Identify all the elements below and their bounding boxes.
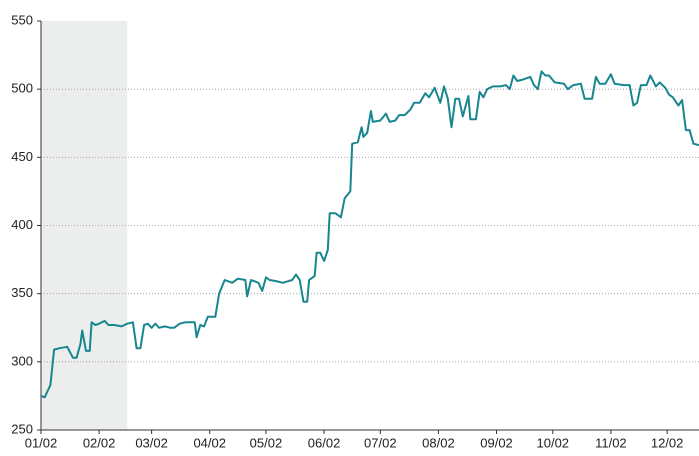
x-tick-label: 10/02: [537, 435, 570, 450]
x-tick-label: 12/02: [651, 435, 684, 450]
x-tick-label: 06/02: [308, 435, 341, 450]
x-tick-label: 03/02: [135, 435, 168, 450]
y-tick-label: 450: [11, 149, 33, 164]
x-tick-label: 01/02: [25, 435, 58, 450]
x-tick-label: 02/02: [83, 435, 116, 450]
y-tick-label: 350: [11, 285, 33, 300]
y-tick-label: 250: [11, 421, 33, 436]
shaded-region: [41, 21, 128, 430]
y-tick-label: 300: [11, 353, 33, 368]
x-tick-label: 07/02: [364, 435, 397, 450]
y-tick-label: 500: [11, 81, 33, 96]
y-tick-label: 550: [11, 12, 33, 27]
x-tick-label: 11/02: [595, 435, 627, 450]
x-tick-label: 04/02: [193, 435, 226, 450]
y-tick-label: 400: [11, 217, 33, 232]
x-tick-label: 05/02: [250, 435, 283, 450]
x-tick-label: 08/02: [422, 435, 455, 450]
x-tick-label: 09/02: [480, 435, 513, 450]
line: [40, 70, 699, 399]
